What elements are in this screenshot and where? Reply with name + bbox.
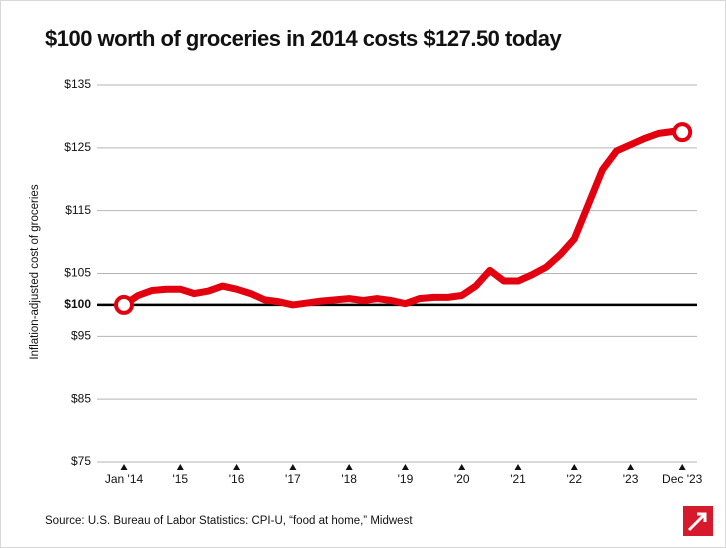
y-tick-label: $95 — [71, 329, 91, 343]
y-tick-label: $135 — [64, 77, 91, 91]
y-tick-label: $75 — [71, 454, 91, 468]
x-tick-label: '22 — [566, 472, 582, 486]
x-tick-mark — [570, 464, 578, 470]
data-line — [120, 127, 686, 309]
y-tick-label: $125 — [64, 140, 91, 154]
x-tick-label: '15 — [172, 472, 188, 486]
x-tick-mark — [458, 464, 466, 470]
logo — [683, 506, 713, 536]
x-tick-mark — [233, 464, 241, 470]
x-tick-label: '17 — [285, 472, 301, 486]
y-tick-label: $85 — [71, 391, 91, 405]
x-tick-mark — [401, 464, 409, 470]
x-tick-mark — [678, 464, 686, 470]
chart-title: $100 worth of groceries in 2014 costs $1… — [45, 26, 562, 51]
x-tick-mark — [289, 464, 297, 470]
x-tick-label: '16 — [229, 472, 245, 486]
y-tick-label: $115 — [65, 203, 91, 217]
x-tick-mark — [627, 464, 635, 470]
y-axis-label: Inflation-adjusted cost of groceries — [29, 184, 41, 359]
x-tick-label: '19 — [398, 472, 414, 486]
x-tick-label: '18 — [341, 472, 357, 486]
y-tick-label: $100 — [64, 297, 91, 311]
x-tick-label: '20 — [454, 472, 470, 486]
end-marker — [672, 122, 693, 143]
x-tick-mark — [514, 464, 522, 470]
x-tick-mark — [120, 464, 128, 470]
y-tick-label: $105 — [64, 266, 91, 280]
x-tick-label: '23 — [623, 472, 639, 486]
source-note: Source: U.S. Bureau of Labor Statistics:… — [45, 515, 413, 527]
end-marker — [114, 294, 135, 315]
x-tick-mark — [345, 464, 353, 470]
x-tick-label: Jan '14 — [105, 472, 144, 486]
x-tick-label: Dec '23 — [662, 472, 703, 486]
x-tick-mark — [176, 464, 184, 470]
x-tick-label: '21 — [510, 472, 526, 486]
